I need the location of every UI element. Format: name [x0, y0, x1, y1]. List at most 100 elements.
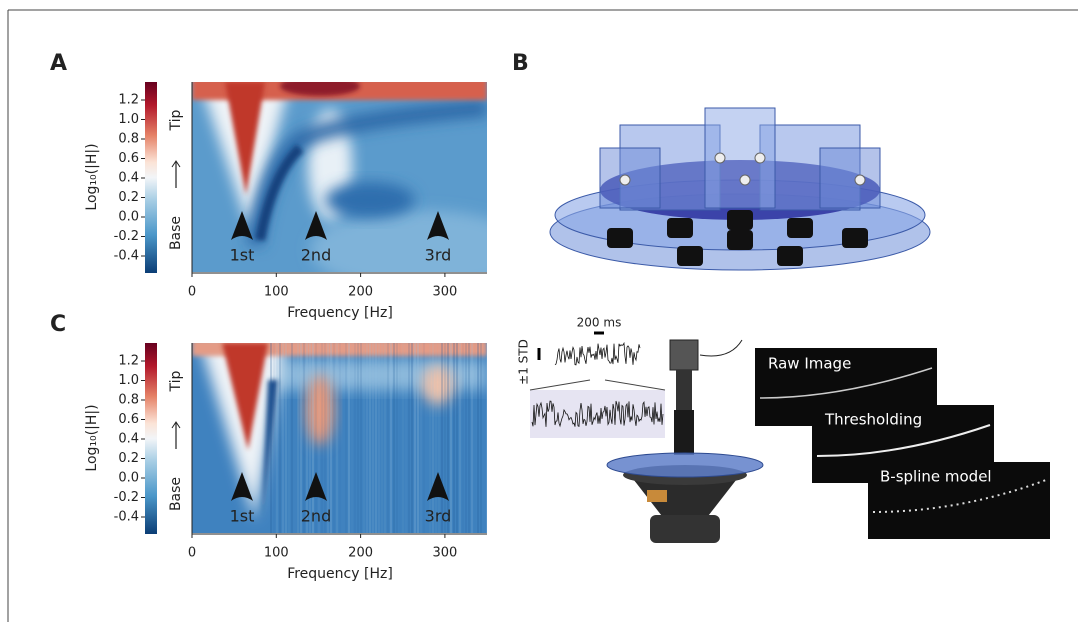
heatmap-streak	[420, 343, 422, 533]
annotation: 1st	[230, 507, 255, 526]
heatmap-streak	[270, 343, 272, 533]
x-tick-label: 100	[264, 546, 289, 561]
bolt	[855, 175, 865, 185]
bolt	[755, 153, 765, 163]
holder	[676, 370, 692, 410]
heatmap-streak	[417, 343, 419, 533]
speaker-plate	[607, 453, 763, 477]
heatmap-streak	[462, 343, 464, 533]
x-tick-label: 300	[432, 546, 457, 561]
actuator	[787, 218, 813, 238]
bolt	[715, 153, 725, 163]
annotation: 3rd	[425, 246, 452, 265]
colorbar-tick-label: 0.0	[118, 210, 139, 225]
y-axis-label: Log₁₀(|H|)	[84, 143, 100, 210]
actuator	[842, 228, 868, 248]
heatmap-streak	[378, 343, 380, 533]
colorbar-tick-label: 0.8	[118, 132, 139, 147]
colorbar-tick-label: 0.0	[118, 471, 139, 486]
heatmap-streak	[315, 343, 317, 533]
speaker-magnet	[650, 515, 720, 543]
heatmap-streak	[390, 343, 392, 533]
heatmap-streak	[474, 343, 476, 533]
heatmap-streak	[321, 343, 323, 533]
heatmap-streak	[438, 343, 440, 533]
actuator	[727, 210, 753, 230]
colorbar	[145, 343, 157, 534]
colorbar-tick-label: -0.2	[114, 229, 139, 244]
colorbar-tick-label: 0.6	[118, 412, 139, 427]
heatmap-streak	[453, 343, 455, 533]
annotation: 3rd	[425, 507, 452, 526]
step-label: Thresholding	[824, 411, 922, 429]
colorbar-tick-label: -0.4	[114, 510, 139, 525]
heatmap-streak	[294, 343, 296, 533]
heatmap-streak	[483, 343, 485, 533]
heatmap-streak	[351, 343, 353, 533]
actuator	[727, 230, 753, 250]
heatmap-region	[310, 210, 530, 290]
heatmap-streak	[285, 343, 287, 533]
heatmap-streak	[468, 343, 470, 533]
heatmap-streak	[333, 343, 335, 533]
heatmap-streak	[306, 343, 308, 533]
speaker-coil	[647, 490, 667, 502]
heatmap-streak	[357, 343, 359, 533]
actuator	[777, 246, 803, 266]
heatmap-streak	[393, 343, 395, 533]
heatmap-streak	[297, 343, 299, 533]
heatmap-streak	[414, 343, 416, 533]
heatmap-streak	[366, 343, 368, 533]
x-tick-label: 300	[432, 285, 457, 300]
heatmap-streak	[348, 343, 350, 533]
colorbar-tick-label: -0.4	[114, 249, 139, 264]
heatmap-streak	[300, 343, 302, 533]
heatmap-streak	[354, 343, 356, 533]
std-label: ±1 STD	[517, 339, 531, 385]
heatmap-streak	[276, 343, 278, 533]
colorbar	[145, 82, 157, 273]
heatmap-streak	[444, 343, 446, 533]
heatmap-region	[325, 182, 415, 218]
base-label: Base	[168, 216, 184, 250]
actuator	[667, 218, 693, 238]
x-tick-label: 200	[348, 546, 373, 561]
heatmap-streak	[447, 343, 449, 533]
heatmap-streak	[324, 343, 326, 533]
heatmap-streak	[435, 343, 437, 533]
heatmap-streak	[279, 343, 281, 533]
colorbar-tick-label: 1.0	[118, 112, 139, 127]
tip-label: Tip	[168, 370, 184, 392]
bolt	[740, 175, 750, 185]
y-axis-label: Log₁₀(|H|)	[84, 404, 100, 471]
rig-illustration	[550, 108, 930, 270]
heatmap-streak	[327, 343, 329, 533]
heatmap-streak	[456, 343, 458, 533]
apparatus: Raw Image Thresholding B-spline model 20…	[517, 316, 1051, 544]
heatmap-streak	[291, 343, 293, 533]
heatmap-streak	[402, 343, 404, 533]
heatmap-streak	[408, 343, 410, 533]
heatmap-streak	[432, 343, 434, 533]
heatmap-streak	[381, 343, 383, 533]
heatmap-streak	[396, 343, 398, 533]
heatmap-streak	[273, 343, 275, 533]
panel-label: A	[50, 51, 67, 76]
heatmap-streak	[477, 343, 479, 533]
signal-trace	[555, 343, 640, 365]
panel-label: B	[512, 51, 529, 76]
heatmap-streak	[339, 343, 341, 533]
annotation: 2nd	[301, 507, 331, 526]
actuator	[677, 246, 703, 266]
colorbar-tick-label: 0.4	[118, 432, 139, 447]
colorbar-tick-label: 0.2	[118, 190, 139, 205]
figure: A B C Raw Image Thresholding B-spli	[0, 0, 1078, 622]
colorbar-tick-label: -0.2	[114, 490, 139, 505]
colorbar-tick-label: 0.4	[118, 171, 139, 186]
annotation: 2nd	[301, 246, 331, 265]
x-tick-label: 200	[348, 285, 373, 300]
colorbar-tick-label: 1.2	[118, 354, 139, 369]
heatmap-streak	[303, 343, 305, 533]
heatmap-streak	[441, 343, 443, 533]
step-label: Raw Image	[768, 355, 851, 373]
